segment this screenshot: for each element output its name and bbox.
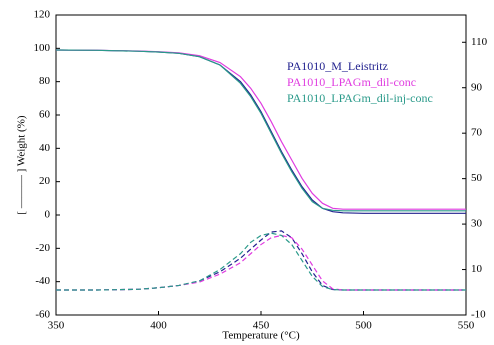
y-tick-label: 120 (34, 9, 51, 21)
x-tick-label: 450 (253, 320, 270, 332)
y2-tick-label: 70 (471, 127, 483, 139)
y2-tick-label: 90 (471, 81, 483, 93)
y-tick-label: -40 (35, 275, 50, 287)
y2-tick-label: 10 (471, 263, 483, 275)
y-tick-label: 60 (39, 109, 51, 121)
derivative-line (56, 230, 466, 291)
y2-tick-label: 30 (471, 218, 483, 230)
derivative-line (56, 232, 466, 291)
y-axis-label: [ ——— ] Weight (%) (16, 115, 28, 214)
y-tick-label: 100 (34, 42, 51, 54)
y-tick-label: 20 (39, 175, 51, 187)
y-tick-label: 80 (39, 75, 51, 87)
x-axis-label: Temperature (°C) (222, 330, 300, 342)
y-tick-label: -20 (35, 242, 50, 254)
derivative-line (56, 234, 466, 291)
x-tick-label: 500 (355, 320, 372, 332)
y-tick-label: -60 (35, 309, 50, 321)
weight-line (55, 49, 466, 212)
legend-entry: PA1010_LPAGm_dil-inj-conc (287, 91, 433, 105)
plot-frame (55, 14, 467, 316)
legend-entry: PA1010_M_Leistritz (287, 59, 388, 73)
y-tick-label: 40 (39, 142, 51, 154)
legend-entry: PA1010_LPAGm_dil-conc (287, 75, 416, 89)
x-tick-label: 550 (458, 320, 475, 332)
x-tick-label: 350 (48, 320, 65, 332)
y2-tick-label: 50 (471, 172, 483, 184)
y2-tick-label: 110 (471, 36, 488, 48)
x-tick-label: 400 (150, 320, 167, 332)
y-tick-label: 0 (45, 209, 51, 221)
y2-tick-label: -10 (471, 309, 486, 321)
